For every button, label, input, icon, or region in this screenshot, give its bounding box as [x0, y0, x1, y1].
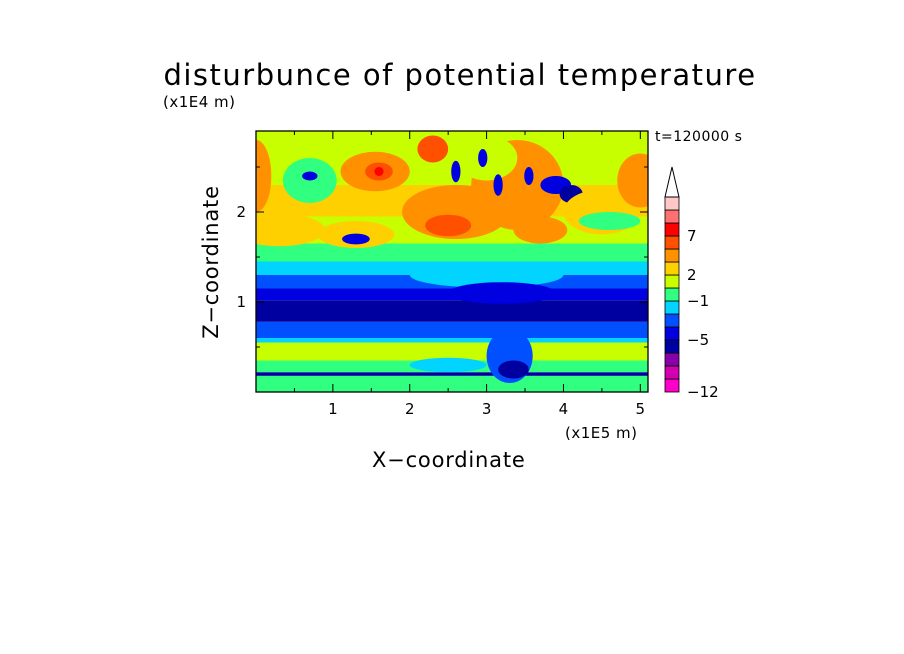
contour-region — [524, 167, 534, 185]
contour-band — [256, 321, 648, 338]
colorbar-swatch — [664, 209, 680, 224]
contour-region — [282, 158, 337, 203]
contour-region — [617, 153, 648, 208]
colorbar-swatch — [664, 261, 680, 276]
x-axis-unit: (x1E5 m) — [565, 424, 638, 442]
contour-region — [555, 344, 618, 359]
colorbar-label: 7 — [687, 227, 697, 245]
x-tick-label: 4 — [559, 400, 569, 418]
colorbar-label: −1 — [687, 292, 709, 310]
contour-band — [256, 372, 648, 376]
x-tick-label: 1 — [328, 400, 338, 418]
colorbar-swatch — [664, 300, 680, 315]
x-tick-label: 5 — [636, 400, 646, 418]
contour-region — [256, 140, 272, 212]
contour-band — [256, 338, 648, 343]
contour-region — [513, 216, 568, 244]
contour-region — [448, 282, 556, 304]
contour-region — [498, 360, 529, 379]
contour-field — [256, 131, 648, 392]
contour-region — [478, 149, 488, 167]
plot-frame — [255, 130, 649, 393]
colorbar-swatch — [664, 326, 680, 341]
time-label: t=120000 s — [655, 129, 743, 145]
x-axis-label: X−coordinate — [372, 448, 526, 472]
contour-band — [256, 243, 648, 262]
chart-title: disturbunce of potential temperature — [163, 58, 757, 92]
colorbar-label: 2 — [687, 266, 697, 284]
y-tick-label: 1 — [236, 293, 246, 311]
contour-region — [493, 174, 503, 196]
contour-region — [342, 233, 370, 245]
contour-region — [256, 344, 291, 359]
y-tick-label: 2 — [236, 203, 246, 221]
colorbar-swatch — [664, 365, 680, 380]
contour-region — [374, 167, 384, 176]
colorbar-swatch — [664, 339, 680, 354]
colorbar-swatch — [664, 378, 680, 393]
colorbar-swatch — [664, 222, 680, 237]
colorbar-label: −5 — [687, 331, 709, 349]
contour-region — [256, 213, 326, 247]
contour-region — [578, 212, 641, 230]
contour-region — [409, 262, 564, 288]
contour-region — [409, 357, 487, 373]
x-tick-label: 3 — [482, 400, 492, 418]
colorbar-swatch — [664, 196, 680, 211]
contour-band — [256, 300, 648, 322]
x-tick-label: 2 — [405, 400, 415, 418]
colorbar-extend-arrow — [664, 166, 680, 198]
colorbar-swatch — [664, 248, 680, 263]
colorbar-swatch — [664, 235, 680, 250]
contour-band — [256, 375, 648, 392]
colorbar-swatch — [664, 287, 680, 302]
contour-region — [302, 171, 318, 181]
contour-region — [325, 344, 372, 359]
contour-region — [451, 160, 461, 183]
y-axis-unit: (x1E4 m) — [163, 93, 236, 111]
colorbar-swatch — [664, 274, 680, 289]
contour-region — [382, 344, 437, 359]
contour-region — [417, 135, 449, 163]
contour-region — [425, 214, 472, 237]
colorbar-swatch — [664, 313, 680, 328]
colorbar-label: −12 — [687, 383, 719, 401]
colorbar-swatch — [664, 352, 680, 367]
